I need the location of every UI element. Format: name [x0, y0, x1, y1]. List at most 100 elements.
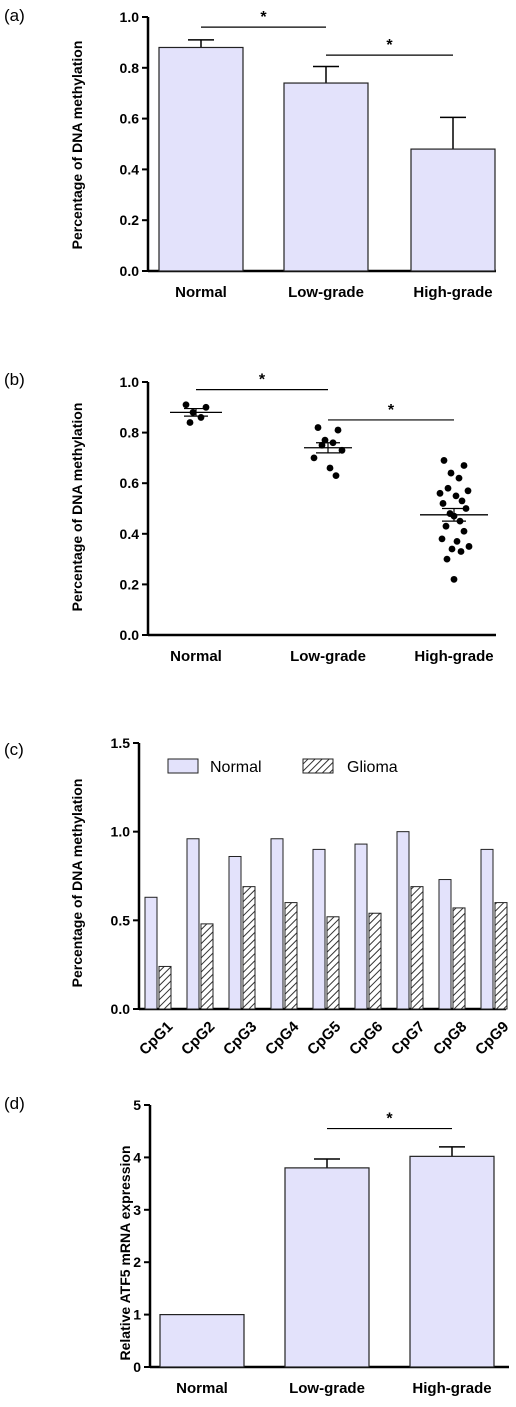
- panel-d: (d) Relative ATF5 mRNA expression 0 1 2 3 4 5…: [0, 1088, 516, 1407]
- y-tick-label-a: 0.8: [120, 60, 140, 76]
- legend-swatch-glioma: [302, 758, 334, 774]
- bar-chart-a: Percentage of DNA methylation 0.0 0.2 0.4 0…: [69, 9, 496, 301]
- bar-normal-c: [270, 838, 284, 1010]
- y-tick-label-b: 0.2: [120, 576, 140, 592]
- category-label-c: CpG7: [388, 1018, 428, 1058]
- bar-a: [410, 148, 496, 272]
- legend-label-normal: Normal: [210, 759, 262, 776]
- bar-a: [283, 82, 369, 272]
- y-tick-label-d: 1: [133, 1307, 141, 1323]
- data-point-b: [440, 457, 448, 464]
- y-tick-label-d: 5: [133, 1097, 141, 1113]
- data-point-b: [460, 527, 468, 535]
- category-label-b: Normal: [170, 648, 222, 665]
- data-point-b: [452, 492, 460, 500]
- panel-label-b: (b): [4, 370, 25, 389]
- category-label-a: Low-grade: [288, 284, 364, 301]
- data-point-b: [202, 403, 210, 411]
- y-axis-label-b: Percentage of DNA methylation: [69, 403, 85, 612]
- y-tick-label-a: 0.4: [120, 161, 140, 177]
- data-point-b: [453, 537, 461, 545]
- significance-star-d: *: [386, 1111, 393, 1128]
- legend-label-glioma: Glioma: [347, 759, 398, 776]
- category-label-d: Normal: [176, 1380, 228, 1397]
- data-point-b: [334, 426, 342, 434]
- grouped-bar-chart-c: Percentage of DNA methylation 0.0 0.5 1.0 1…: [69, 735, 512, 1059]
- data-point-b: [189, 408, 197, 416]
- data-point-b: [443, 555, 451, 563]
- bar-glioma-c: [200, 923, 214, 1010]
- data-point-b: [450, 575, 458, 583]
- data-point-b: [314, 424, 322, 431]
- data-point-b: [338, 446, 346, 454]
- data-point-b: [462, 505, 470, 512]
- significance-star-b: *: [259, 372, 266, 389]
- category-label-c: CpG5: [304, 1018, 344, 1058]
- data-point-b: [438, 535, 446, 543]
- bar-d: [409, 1155, 495, 1368]
- bar-glioma-c: [494, 902, 508, 1010]
- y-tick-label-b: 0.0: [120, 627, 140, 643]
- y-axis-label-d: Relative ATF5 mRNA expression: [117, 1146, 133, 1361]
- category-label-a: High-grade: [413, 284, 492, 301]
- y-tick-label-d: 4: [133, 1149, 141, 1165]
- data-point-b: [329, 439, 337, 447]
- category-label-c: CpG6: [346, 1018, 386, 1058]
- bar-d: [284, 1167, 370, 1368]
- data-point-b: [458, 497, 466, 505]
- bar-chart-d: Relative ATF5 mRNA expression 0 1 2 3 4 5 Norm…: [117, 1097, 509, 1397]
- bar-normal-c: [228, 855, 242, 1010]
- data-point-b: [448, 545, 456, 553]
- category-label-c: CpG9: [472, 1018, 512, 1058]
- bar-glioma-c: [452, 907, 466, 1010]
- bar-a: [158, 46, 244, 272]
- y-tick-label-b: 1.0: [120, 374, 140, 390]
- y-tick-label-b: 0.8: [120, 425, 140, 441]
- data-point-b: [455, 474, 463, 482]
- category-label-a: Normal: [175, 284, 227, 301]
- y-tick-label-c: 1.0: [111, 824, 131, 840]
- data-point-b: [439, 500, 447, 507]
- y-axis-label-a: Percentage of DNA methylation: [69, 41, 85, 250]
- data-point-b: [456, 517, 464, 525]
- bar-normal-c: [396, 831, 410, 1010]
- data-point-b: [442, 522, 450, 530]
- bar-glioma-c: [158, 965, 172, 1010]
- panel-label-c: (c): [4, 740, 24, 759]
- bar-glioma-c: [410, 886, 424, 1010]
- data-point-b: [182, 401, 190, 409]
- legend-swatch-normal: [167, 758, 199, 774]
- data-point-b: [460, 462, 468, 469]
- y-tick-label-c: 0.5: [111, 912, 131, 928]
- panel-label-d: (d): [4, 1094, 25, 1113]
- y-tick-label-a: 0.0: [120, 263, 140, 279]
- category-label-c: CpG8: [430, 1018, 470, 1058]
- panel-b: (b) Percentage of DNA methylation 0.0 0.2…: [0, 364, 516, 684]
- data-point-b: [310, 454, 318, 462]
- bar-normal-c: [438, 879, 452, 1010]
- bar-normal-c: [354, 843, 368, 1010]
- bar-d: [159, 1314, 245, 1368]
- significance-star-a: *: [260, 9, 267, 26]
- scatter-chart-b: Percentage of DNA methylation 0.0 0.2 0.4 0…: [69, 372, 496, 665]
- data-point-b: [444, 484, 452, 492]
- data-point-b: [326, 464, 334, 472]
- y-tick-label-c: 1.5: [111, 735, 131, 751]
- data-point-b: [197, 414, 205, 421]
- category-label-b: High-grade: [414, 648, 493, 665]
- y-tick-label-b: 0.4: [120, 526, 140, 542]
- bar-glioma-c: [242, 886, 256, 1010]
- bar-normal-c: [186, 838, 200, 1010]
- data-point-b: [450, 512, 458, 520]
- category-label-d: Low-grade: [289, 1380, 365, 1397]
- category-label-d: High-grade: [412, 1380, 491, 1397]
- category-label-c: CpG2: [178, 1018, 218, 1058]
- significance-star-a: *: [386, 37, 393, 54]
- panel-a: (a) Percentage of DNA methylation 0.0 0.2…: [0, 0, 516, 320]
- panel-label-a: (a): [4, 6, 25, 25]
- y-axis-label-c: Percentage of DNA methylation: [69, 779, 85, 988]
- y-tick-label-b: 0.6: [120, 475, 140, 491]
- y-tick-label-d: 2: [133, 1254, 141, 1270]
- category-label-c: CpG4: [262, 1018, 303, 1059]
- y-tick-label-d: 3: [133, 1202, 141, 1218]
